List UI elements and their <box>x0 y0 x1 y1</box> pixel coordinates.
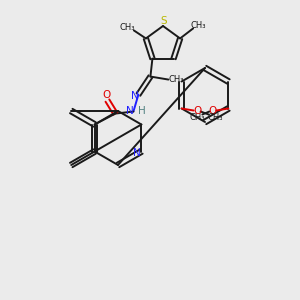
Text: CH₃: CH₃ <box>119 23 135 32</box>
Text: O: O <box>208 106 217 116</box>
Text: N: N <box>133 148 140 158</box>
Text: N: N <box>130 91 138 100</box>
Text: O: O <box>102 90 110 100</box>
Text: N: N <box>125 106 133 116</box>
Text: O: O <box>194 106 202 116</box>
Text: CH₃: CH₃ <box>208 113 224 122</box>
Text: CH₃: CH₃ <box>190 21 206 30</box>
Text: CH₃: CH₃ <box>190 113 205 122</box>
Text: CH₃: CH₃ <box>169 75 184 84</box>
Text: H: H <box>137 106 145 116</box>
Text: S: S <box>161 16 167 26</box>
